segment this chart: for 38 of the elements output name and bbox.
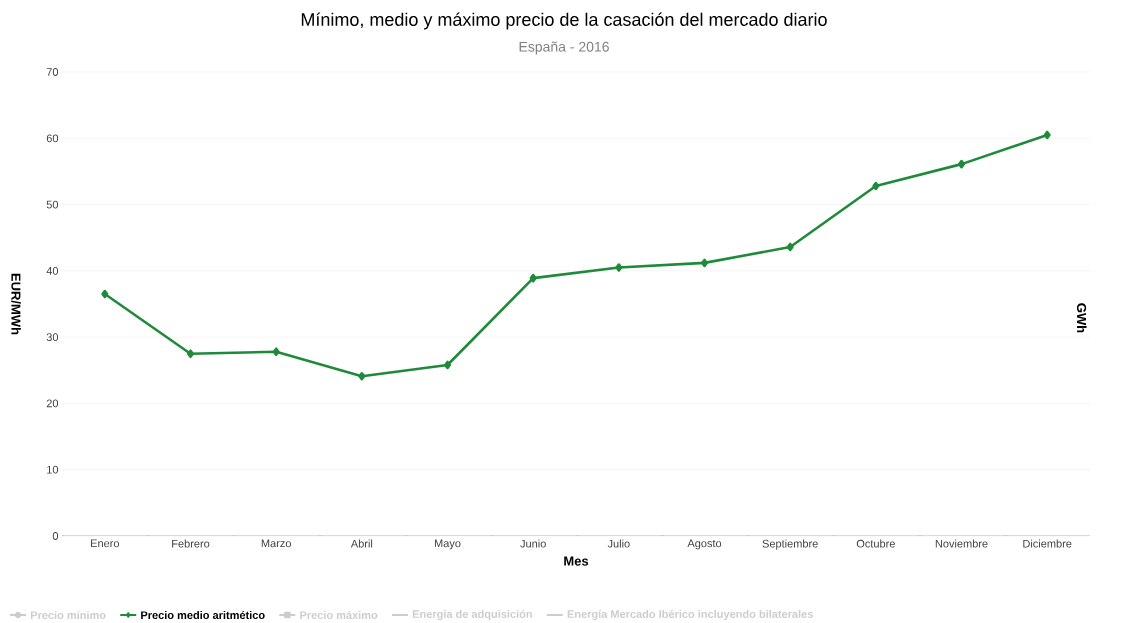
y-tick-label: 50 — [46, 200, 59, 209]
y-tick-label: 70 — [46, 68, 59, 76]
point — [529, 273, 537, 283]
point — [1043, 130, 1051, 140]
x-tick-label: Enero — [91, 539, 120, 548]
y-tick-label: 0 — [52, 532, 59, 540]
point — [186, 349, 195, 358]
point — [615, 263, 623, 272]
y-tick-label: 30 — [46, 333, 59, 342]
chart-title: Mínimo, medio y máximo precio de la casación del mercado diario — [301, 12, 827, 30]
x-tick-label: Octubre — [856, 539, 895, 548]
point — [101, 289, 109, 299]
chart-subtitle: España - 2016 — [519, 41, 609, 55]
x-tick-label: Agosto — [687, 539, 722, 550]
point — [700, 258, 709, 268]
x-tick-label: Marzo — [261, 539, 291, 548]
y-tick-label: 20 — [46, 399, 59, 408]
x-tick-label: Abril — [350, 539, 373, 548]
y-axis-title: EUR/MWh — [11, 273, 21, 335]
x-tick-label: Diciembre — [1023, 539, 1072, 548]
y-tick-label: 40 — [46, 266, 59, 275]
x-tick-label: Junio — [520, 539, 546, 548]
point — [872, 181, 880, 191]
x-tick-label: Julio — [607, 539, 630, 548]
y2-axis-title: GWh — [1076, 303, 1087, 333]
x-axis-title: Mes — [564, 556, 589, 566]
x-tick-label: Septiembre — [762, 539, 818, 550]
point — [786, 242, 794, 252]
y-tick-label: 10 — [47, 465, 59, 474]
x-tick-label: Febrero — [172, 539, 210, 548]
point — [272, 347, 280, 356]
y-tick-label: 60 — [46, 134, 59, 143]
legend-label: Precio medio aritmético — [141, 610, 265, 620]
x-tick-label: Mayo — [434, 539, 461, 550]
point — [358, 371, 366, 381]
point — [443, 360, 452, 370]
point — [957, 159, 966, 169]
x-tick-label: Noviembre — [935, 539, 988, 548]
